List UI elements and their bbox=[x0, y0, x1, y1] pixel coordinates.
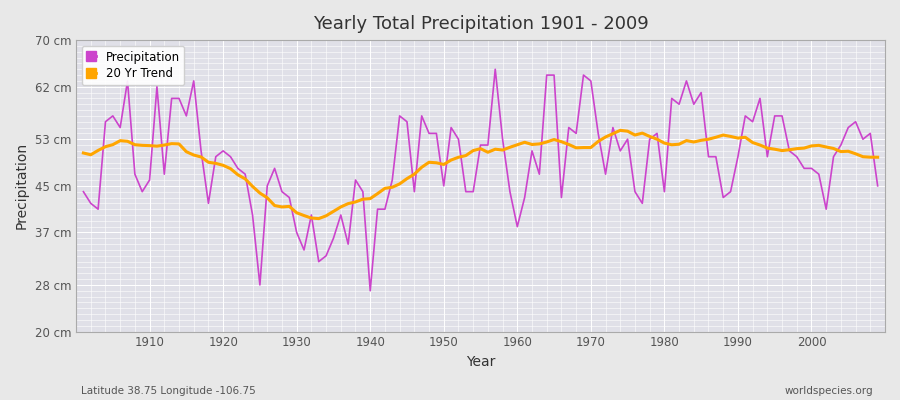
Text: worldspecies.org: worldspecies.org bbox=[785, 386, 873, 396]
20 Yr Trend bbox=[78, 150, 89, 155]
20 Yr Trend bbox=[872, 155, 883, 160]
Legend: Precipitation, 20 Yr Trend: Precipitation, 20 Yr Trend bbox=[82, 46, 184, 85]
Precipitation bbox=[526, 148, 537, 153]
20 Yr Trend bbox=[350, 200, 361, 204]
20 Yr Trend bbox=[519, 140, 530, 145]
Precipitation bbox=[519, 195, 530, 200]
20 Yr Trend bbox=[299, 213, 310, 218]
Precipitation bbox=[872, 184, 883, 188]
Precipitation bbox=[299, 248, 310, 252]
Line: Precipitation: Precipitation bbox=[84, 69, 878, 291]
Precipitation bbox=[364, 288, 375, 293]
20 Yr Trend bbox=[313, 216, 324, 221]
Precipitation bbox=[490, 67, 500, 72]
Title: Yearly Total Precipitation 1901 - 2009: Yearly Total Precipitation 1901 - 2009 bbox=[312, 15, 648, 33]
Y-axis label: Precipitation: Precipitation bbox=[15, 142, 29, 230]
Line: 20 Yr Trend: 20 Yr Trend bbox=[84, 130, 878, 219]
20 Yr Trend bbox=[615, 128, 626, 133]
Text: Latitude 38.75 Longitude -106.75: Latitude 38.75 Longitude -106.75 bbox=[81, 386, 256, 396]
Precipitation bbox=[343, 242, 354, 246]
Precipitation bbox=[137, 189, 148, 194]
Precipitation bbox=[615, 148, 626, 153]
Precipitation bbox=[78, 189, 89, 194]
20 Yr Trend bbox=[137, 143, 148, 148]
20 Yr Trend bbox=[608, 131, 618, 136]
X-axis label: Year: Year bbox=[466, 355, 495, 369]
20 Yr Trend bbox=[512, 142, 523, 147]
